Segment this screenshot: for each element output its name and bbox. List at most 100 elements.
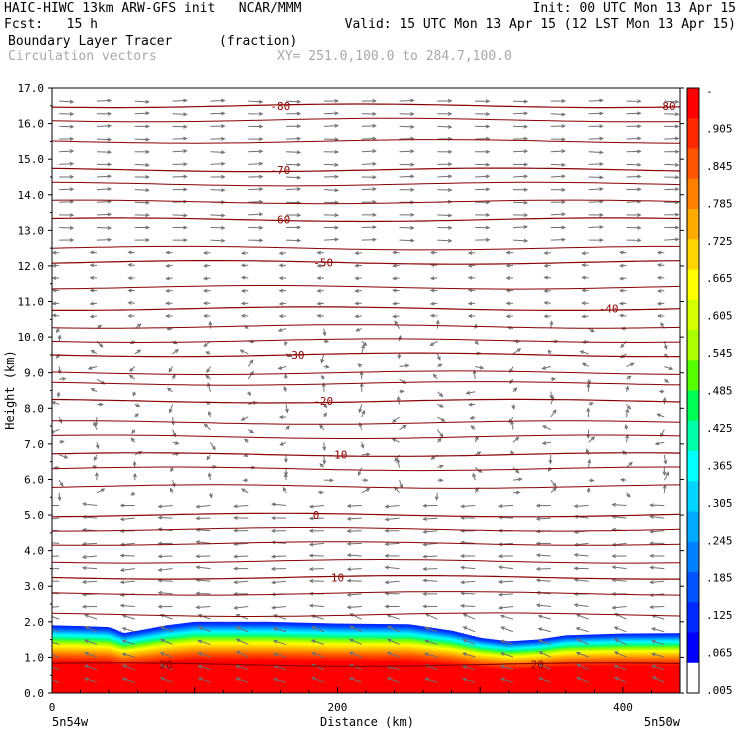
circulation-vector bbox=[361, 111, 377, 116]
circulation-vector bbox=[59, 149, 75, 154]
tracer-column bbox=[306, 622, 310, 693]
circulation-vector bbox=[575, 651, 589, 658]
circulation-vector bbox=[277, 365, 287, 370]
x-axis: 0 200 400 bbox=[49, 687, 681, 714]
circulation-vector bbox=[512, 387, 518, 393]
colorbar-swatch bbox=[687, 511, 699, 543]
circulation-vector bbox=[323, 339, 330, 344]
tracer-column bbox=[180, 623, 184, 693]
colorbar-swatch bbox=[687, 602, 699, 633]
circulation-vector bbox=[422, 542, 438, 547]
circulation-vector bbox=[165, 288, 173, 293]
circulation-vector bbox=[248, 137, 264, 142]
field-units: (fraction) bbox=[219, 34, 298, 49]
circulation-vector bbox=[134, 149, 150, 154]
tracer-column bbox=[397, 624, 401, 693]
circulation-vector bbox=[127, 276, 135, 281]
circulation-vector bbox=[278, 415, 287, 420]
circulation-vector bbox=[171, 373, 176, 380]
tracer-column bbox=[326, 623, 330, 693]
circulation-vector bbox=[475, 99, 491, 104]
circulation-vector bbox=[323, 149, 340, 154]
circulation-vector bbox=[270, 580, 287, 585]
tracer-column bbox=[308, 622, 313, 693]
circulation-vector bbox=[210, 238, 226, 243]
circulation-vector bbox=[651, 652, 665, 658]
circulation-vector bbox=[89, 288, 97, 293]
circulation-vector bbox=[278, 301, 287, 306]
colorbar-label: - bbox=[706, 85, 713, 98]
circulation-vector bbox=[235, 638, 249, 645]
tracer-column bbox=[337, 623, 341, 693]
circulation-vector bbox=[399, 149, 415, 154]
tracer-column bbox=[171, 624, 176, 693]
circulation-vector bbox=[270, 516, 287, 521]
circulation-vector bbox=[535, 566, 551, 571]
circulation-vector bbox=[475, 149, 491, 154]
circulation-vector bbox=[437, 187, 453, 192]
circulation-vector bbox=[664, 175, 680, 180]
temperature-contour bbox=[52, 167, 680, 173]
circulation-vector bbox=[52, 666, 60, 671]
circulation-vector bbox=[399, 187, 415, 192]
circulation-vector bbox=[511, 404, 516, 410]
circulation-vector bbox=[240, 416, 249, 421]
circulation-vector bbox=[168, 366, 174, 373]
tracer-column bbox=[346, 623, 350, 693]
circulation-vector bbox=[121, 627, 135, 633]
tracer-column bbox=[254, 621, 259, 693]
tracer-column bbox=[491, 639, 496, 693]
circulation-vector bbox=[308, 542, 324, 547]
circulation-vector bbox=[83, 639, 98, 645]
circulation-vector bbox=[283, 373, 288, 380]
colorbar-swatch bbox=[687, 148, 699, 180]
circulation-vector bbox=[320, 353, 325, 364]
tracer-column bbox=[357, 623, 361, 693]
circulation-vector bbox=[240, 313, 249, 318]
circulation-vector bbox=[308, 603, 324, 608]
tracer-column bbox=[63, 625, 67, 693]
circulation-vector bbox=[121, 677, 135, 683]
circulation-vector bbox=[210, 111, 226, 116]
circulation-vector bbox=[286, 150, 302, 155]
circulation-vector bbox=[460, 591, 476, 596]
contour-label: 20 bbox=[531, 659, 544, 672]
circulation-vector bbox=[316, 301, 324, 306]
circulation-vector bbox=[81, 565, 97, 570]
y-tick-label: 13.0 bbox=[18, 224, 45, 237]
circulation-vector bbox=[172, 112, 188, 117]
tracer-column bbox=[394, 624, 398, 693]
circulation-vector bbox=[240, 301, 249, 306]
circulation-vector bbox=[52, 263, 60, 268]
tracer-column bbox=[554, 636, 558, 693]
circulation-vector bbox=[348, 651, 362, 658]
temperature-contour bbox=[52, 260, 680, 265]
colorbar-swatch bbox=[687, 269, 699, 301]
circulation-vector bbox=[535, 603, 551, 608]
circulation-vector bbox=[134, 124, 150, 129]
circulation-vector bbox=[437, 238, 453, 243]
circulation-vector bbox=[437, 416, 446, 422]
circulation-vector bbox=[58, 479, 64, 487]
circulation-vector bbox=[399, 389, 405, 394]
circulation-vector bbox=[59, 199, 75, 204]
circulation-vector bbox=[512, 224, 529, 229]
colorbar-swatch bbox=[687, 239, 699, 270]
colorbar: - .905 .845 .785 .725 .665 .605 .545 .485 .425 .36… bbox=[686, 85, 733, 697]
circulation-vector bbox=[434, 492, 439, 501]
circulation-vector bbox=[235, 651, 249, 658]
tracer-column bbox=[588, 634, 593, 693]
circulation-vector bbox=[346, 605, 362, 610]
tracer-column bbox=[169, 624, 173, 693]
circulation-vector bbox=[270, 605, 287, 610]
circulation-vector bbox=[134, 213, 150, 218]
circulation-vector bbox=[573, 578, 589, 582]
tracer-column bbox=[594, 634, 598, 693]
tracer-column bbox=[371, 623, 376, 693]
circulation-vector bbox=[172, 441, 180, 445]
temperature-contour bbox=[52, 324, 680, 329]
circulation-vector bbox=[384, 580, 400, 585]
circulation-vector bbox=[134, 403, 141, 408]
tracer-column bbox=[531, 639, 536, 693]
circulation-vector bbox=[210, 98, 226, 103]
